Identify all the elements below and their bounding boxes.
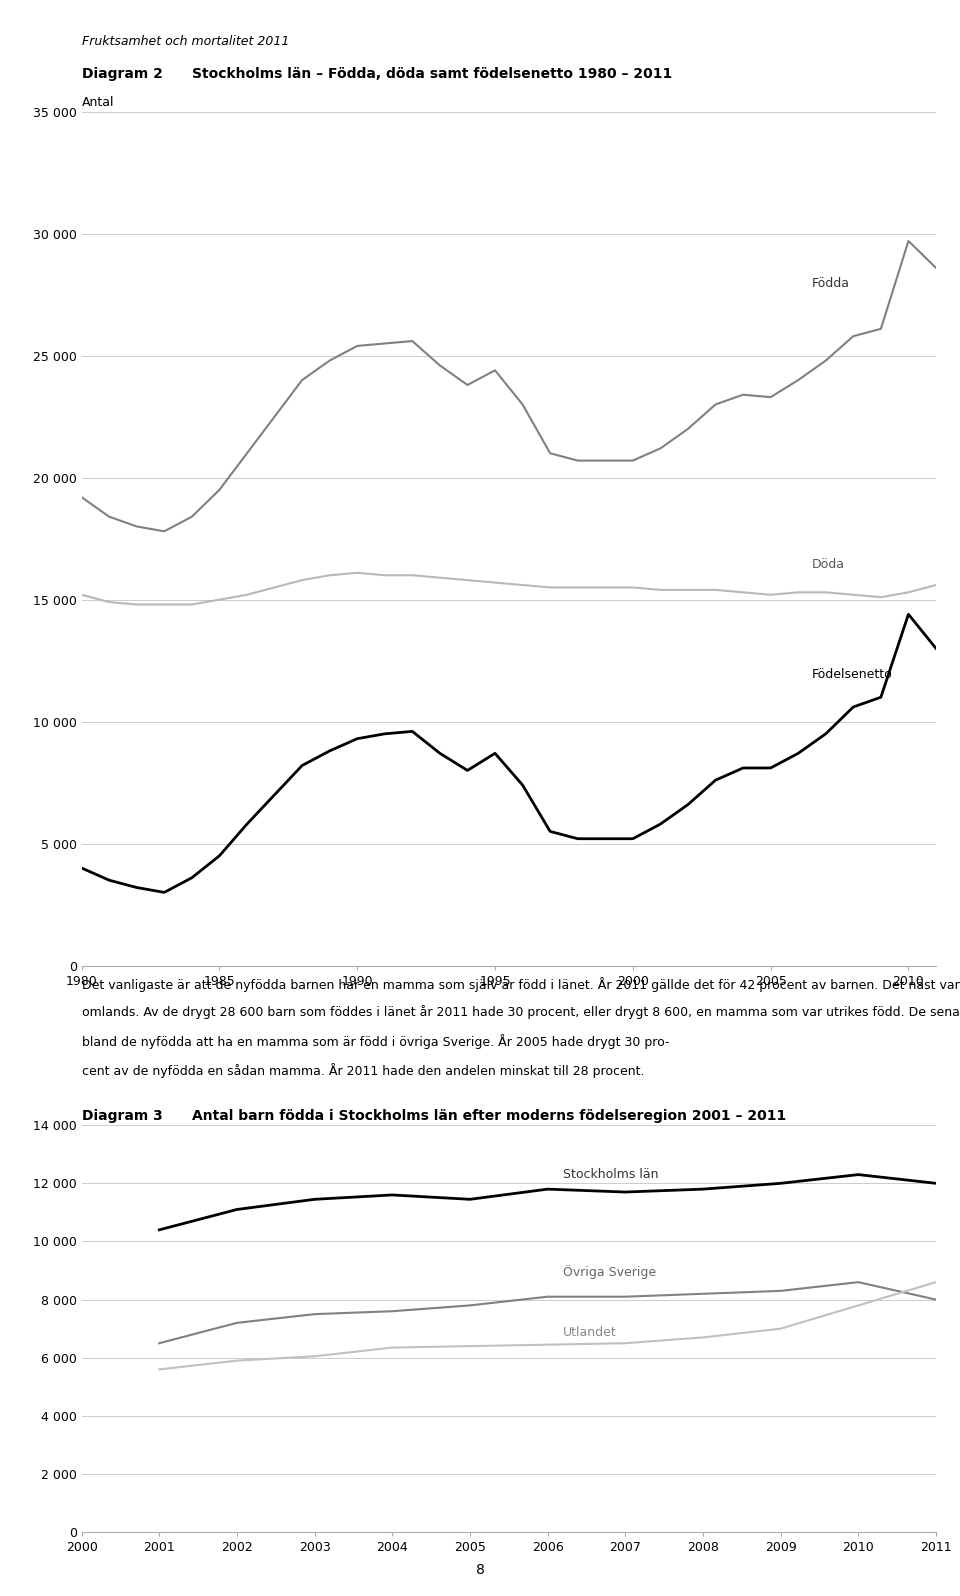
Text: Stockholms län: Stockholms län [564,1168,659,1181]
Text: Diagram 2: Diagram 2 [82,67,162,81]
Text: Antal barn födda i Stockholms län efter moderns födelseregion 2001 – 2011: Antal barn födda i Stockholms län efter … [192,1109,786,1124]
Text: Utlandet: Utlandet [564,1326,617,1339]
Text: Födelsenetto: Födelsenetto [812,667,893,681]
Text: Det vanligaste är att de nyfödda barnen har en mamma som själv är född i länet. : Det vanligaste är att de nyfödda barnen … [82,977,960,991]
Text: Övriga Sverige: Övriga Sverige [564,1266,657,1280]
Text: omlands. Av de drygt 28 600 barn som föddes i länet år 2011 hade 30 procent, ell: omlands. Av de drygt 28 600 barn som föd… [82,1005,960,1020]
Text: bland de nyfödda att ha en mamma som är född i övriga Sverige. År 2005 hade dryg: bland de nyfödda att ha en mamma som är … [82,1034,669,1049]
Text: Döda: Döda [812,559,845,571]
Text: Födda: Födda [812,278,850,290]
Text: Diagram 3: Diagram 3 [82,1109,162,1124]
Text: Fruktsamhet och mortalitet 2011: Fruktsamhet och mortalitet 2011 [82,35,289,48]
Text: cent av de nyfödda en sådan mamma. År 2011 hade den andelen minskat till 28 proc: cent av de nyfödda en sådan mamma. År 20… [82,1063,644,1077]
Text: Antal: Antal [82,96,114,109]
Text: 8: 8 [475,1562,485,1577]
Text: Stockholms län – Födda, döda samt födelsenetto 1980 – 2011: Stockholms län – Födda, döda samt födels… [192,67,672,81]
